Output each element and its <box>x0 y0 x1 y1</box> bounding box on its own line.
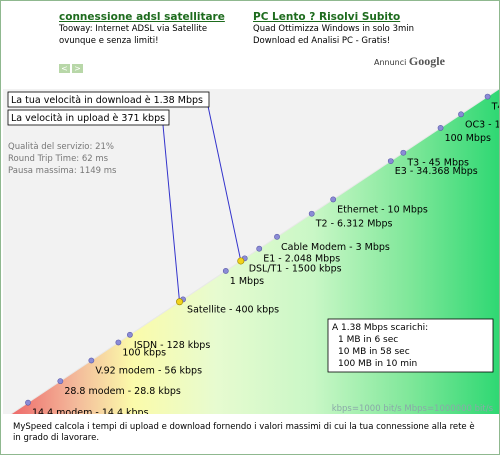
speed-chart-svg: 14.4 modem - 14.4 kbps 28.8 modem - 28.8 … <box>3 89 499 414</box>
speed-point <box>25 399 31 406</box>
speed-point <box>222 268 229 274</box>
speed-point-label: E1 - 2.048 Mbps <box>263 254 340 265</box>
speed-point-label: T2 - 6.312 Mbps <box>315 219 393 230</box>
speed-point-label: T4 - 274 Mbps <box>491 102 499 113</box>
rtt-text: Round Trip Time: 62 ms <box>8 154 109 164</box>
ad-block-1[interactable]: connessione adsl satellitare Tooway: Int… <box>59 11 274 47</box>
ad-title-link[interactable]: connessione adsl satellitare <box>59 11 225 23</box>
speed-point <box>437 125 444 131</box>
markers-group <box>176 257 245 306</box>
google-logo: Google <box>408 54 445 68</box>
speed-point <box>400 149 407 156</box>
speed-point <box>127 331 133 338</box>
speed-point-label: T3 - 45 Mbps <box>406 158 469 169</box>
speed-point-label: 100 kbps <box>122 347 166 358</box>
ad-block-2[interactable]: PC Lento ? Risolvi Subito Quad Ottimizza… <box>253 11 468 47</box>
ad-text-line: Quad Ottimizza Windows in solo 3min <box>253 24 415 34</box>
speed-point <box>330 196 337 203</box>
speed-point <box>256 245 263 252</box>
speed-point <box>484 93 491 100</box>
speed-point-label: OC3 - 155 Mbps <box>465 119 499 130</box>
speed-chart: 14.4 modem - 14.4 kbps 28.8 modem - 28.8 … <box>3 89 499 414</box>
download-speed-label: La tua velocità in download è 1.38 Mbps <box>11 95 203 106</box>
download-times-title: A 1.38 Mbps scarichi: <box>332 323 428 333</box>
speed-point <box>458 111 464 118</box>
speed-point <box>387 158 394 164</box>
ad-text-line: Tooway: Internet ADSL via Satellite <box>59 24 208 34</box>
page-caption: MySpeed calcola i tempi di upload e down… <box>13 422 475 443</box>
speed-point-label: ISDN - 128 kbps <box>134 340 210 351</box>
speed-point-label: V.92 modem - 56 kbps <box>95 365 202 376</box>
download-times-box <box>327 318 494 373</box>
speed-point <box>274 233 280 240</box>
upload-marker-line <box>162 124 181 302</box>
quality-text: Qualità del servizio: 21% <box>8 142 114 152</box>
speed-point <box>115 339 122 346</box>
download-time-row: 10 MB in 58 sec <box>338 347 410 357</box>
download-time-row: 100 MB in 10 min <box>338 359 417 369</box>
download-marker-line <box>207 105 242 262</box>
ad-text-line: Download ed Analisi PC - Gratis! <box>253 36 391 46</box>
speed-point-label: Satellite - 400 kbps <box>187 304 279 315</box>
speed-point <box>57 378 64 385</box>
marker-lines <box>162 105 242 302</box>
ads-label: Annunci <box>374 58 407 67</box>
speed-point-label: DSL/T1 - 1500 kbps <box>249 263 342 274</box>
speed-point <box>88 357 95 364</box>
speed-point-label: Ethernet - 10 Mbps <box>337 204 428 215</box>
download-marker-dot <box>237 257 245 265</box>
pause-text: Pausa massima: 1149 ms <box>8 166 117 176</box>
points-group: 14.4 modem - 14.4 kbps 28.8 modem - 28.8 … <box>25 93 499 414</box>
ad-text-line: ovunque e senza limiti! <box>59 36 159 46</box>
ads-by-google[interactable]: Annunci Google <box>374 54 445 69</box>
upload-speed-label: La velocità in upload è 371 kbps <box>11 113 165 124</box>
ad-next-button[interactable]: > <box>72 64 83 73</box>
speed-point-label: Cable Modem - 3 Mbps <box>281 242 390 253</box>
ad-prev-button[interactable]: < <box>59 64 70 73</box>
speed-point-label: 14.4 modem - 14.4 kbps <box>32 408 149 414</box>
download-time-row: 1 MB in 6 sec <box>338 335 398 345</box>
download-label-box <box>7 91 210 108</box>
units-note: kbps=1000 bit/s Mbps=1000000 bit/s <box>332 404 494 414</box>
speed-point-label: 28.8 modem - 28.8 kbps <box>64 386 181 397</box>
speed-point-label: 100 Mbps <box>445 133 491 144</box>
speed-point <box>308 210 315 217</box>
speed-point-label: 1 Mbps <box>230 276 264 287</box>
speed-point-label: E3 - 34.368 Mbps <box>395 166 478 177</box>
upload-marker-dot <box>176 298 184 306</box>
ad-navigation: < > <box>59 56 85 75</box>
upload-label-box <box>7 109 170 126</box>
ad-title-link[interactable]: PC Lento ? Risolvi Subito <box>253 11 401 23</box>
